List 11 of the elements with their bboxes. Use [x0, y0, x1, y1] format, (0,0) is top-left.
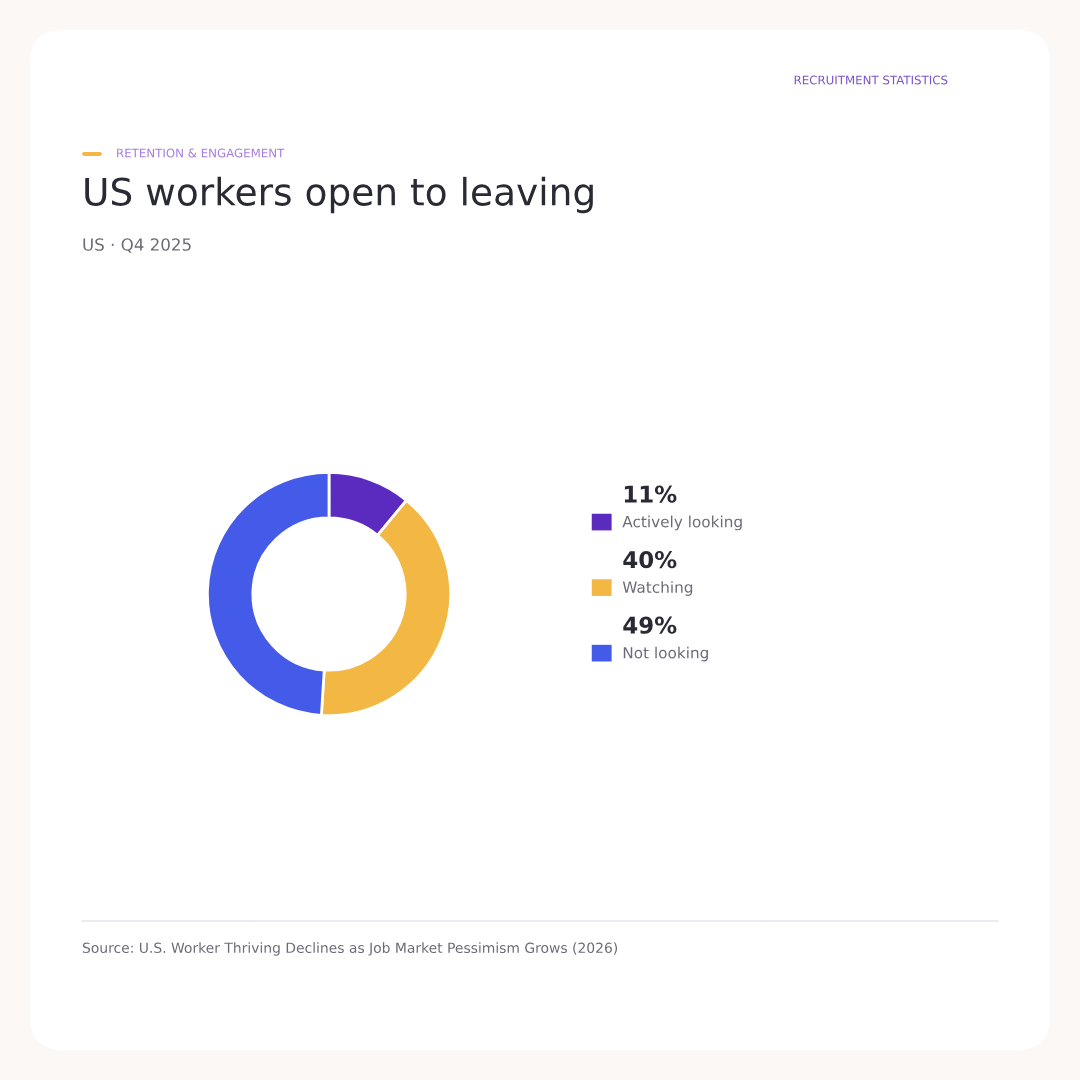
source-note: Source: U.S. Worker Thriving Declines as Job Market Pessimism Grows (2026)	[82, 942, 618, 956]
data-label: 11%	[624, 485, 677, 503]
data-label: 49%	[623, 616, 677, 634]
data-label: 40%	[623, 550, 677, 569]
legend-label: Actively looking	[622, 515, 742, 531]
legend-label: Not looking	[623, 646, 708, 662]
legend-label: Watching	[622, 581, 693, 596]
chart-subtitle: US · Q4 2025	[83, 238, 191, 253]
text: RECRUITMENT STATISTICS	[794, 75, 948, 85]
text: RETENTION & ENGAGEMENT	[117, 148, 285, 158]
chart-title: US workers open to leaving	[85, 176, 593, 214]
